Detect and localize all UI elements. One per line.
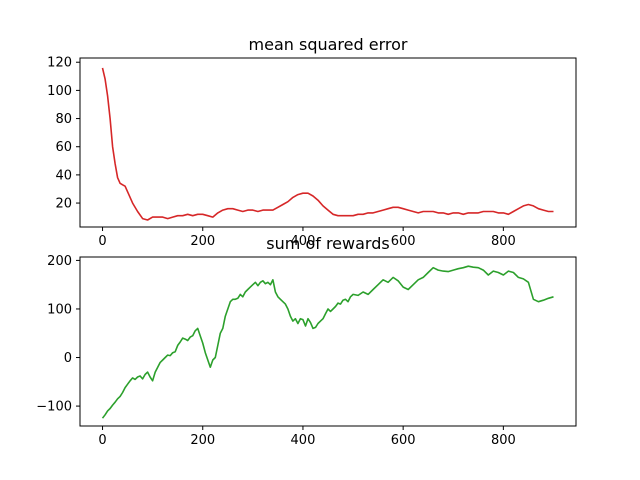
rewards-series-line xyxy=(101,265,554,419)
mse-x-tick-label: 600 xyxy=(391,234,416,249)
mse-y-tick-label: 100 xyxy=(47,84,72,99)
mse-axes-frame xyxy=(79,57,577,228)
mse-x-tick-label: 400 xyxy=(291,234,316,249)
rewards-x-tick-label: 600 xyxy=(391,433,416,448)
mse-x-tick-label: 200 xyxy=(190,234,215,249)
mse-y-tick-label: 40 xyxy=(55,168,72,183)
mse-y-tick-label: 20 xyxy=(55,197,72,212)
rewards-x-tick-label: 400 xyxy=(291,433,316,448)
mse-y-tick-label: 60 xyxy=(55,140,72,155)
rewards-x-tick-label: 800 xyxy=(491,433,516,448)
rewards-y-tick-label: 200 xyxy=(47,254,72,269)
rewards-chart: 0 200 400 600 800 −100 0 100 200 sum of rewards xyxy=(36,234,577,448)
rewards-y-tick-label: 100 xyxy=(47,302,72,317)
rewards-y-tick-label: −100 xyxy=(36,400,72,415)
mse-y-tick-label: 120 xyxy=(47,56,72,71)
rewards-x-tick-label: 0 xyxy=(98,433,106,448)
mse-x-tick-label: 800 xyxy=(491,234,516,249)
rewards-chart-title: sum of rewards xyxy=(266,234,389,253)
mse-chart-title: mean squared error xyxy=(249,35,408,54)
mse-y-tick-label: 80 xyxy=(55,112,72,127)
mse-x-tick-label: 0 xyxy=(98,234,106,249)
rewards-y-tick-label: 0 xyxy=(64,351,72,366)
rewards-x-tick-label: 200 xyxy=(190,433,215,448)
mse-chart: 0 200 400 600 800 20 40 60 80 100 120 mean squared … xyxy=(47,35,577,249)
rewards-axes-frame xyxy=(79,256,577,427)
mse-series-line xyxy=(101,67,554,221)
